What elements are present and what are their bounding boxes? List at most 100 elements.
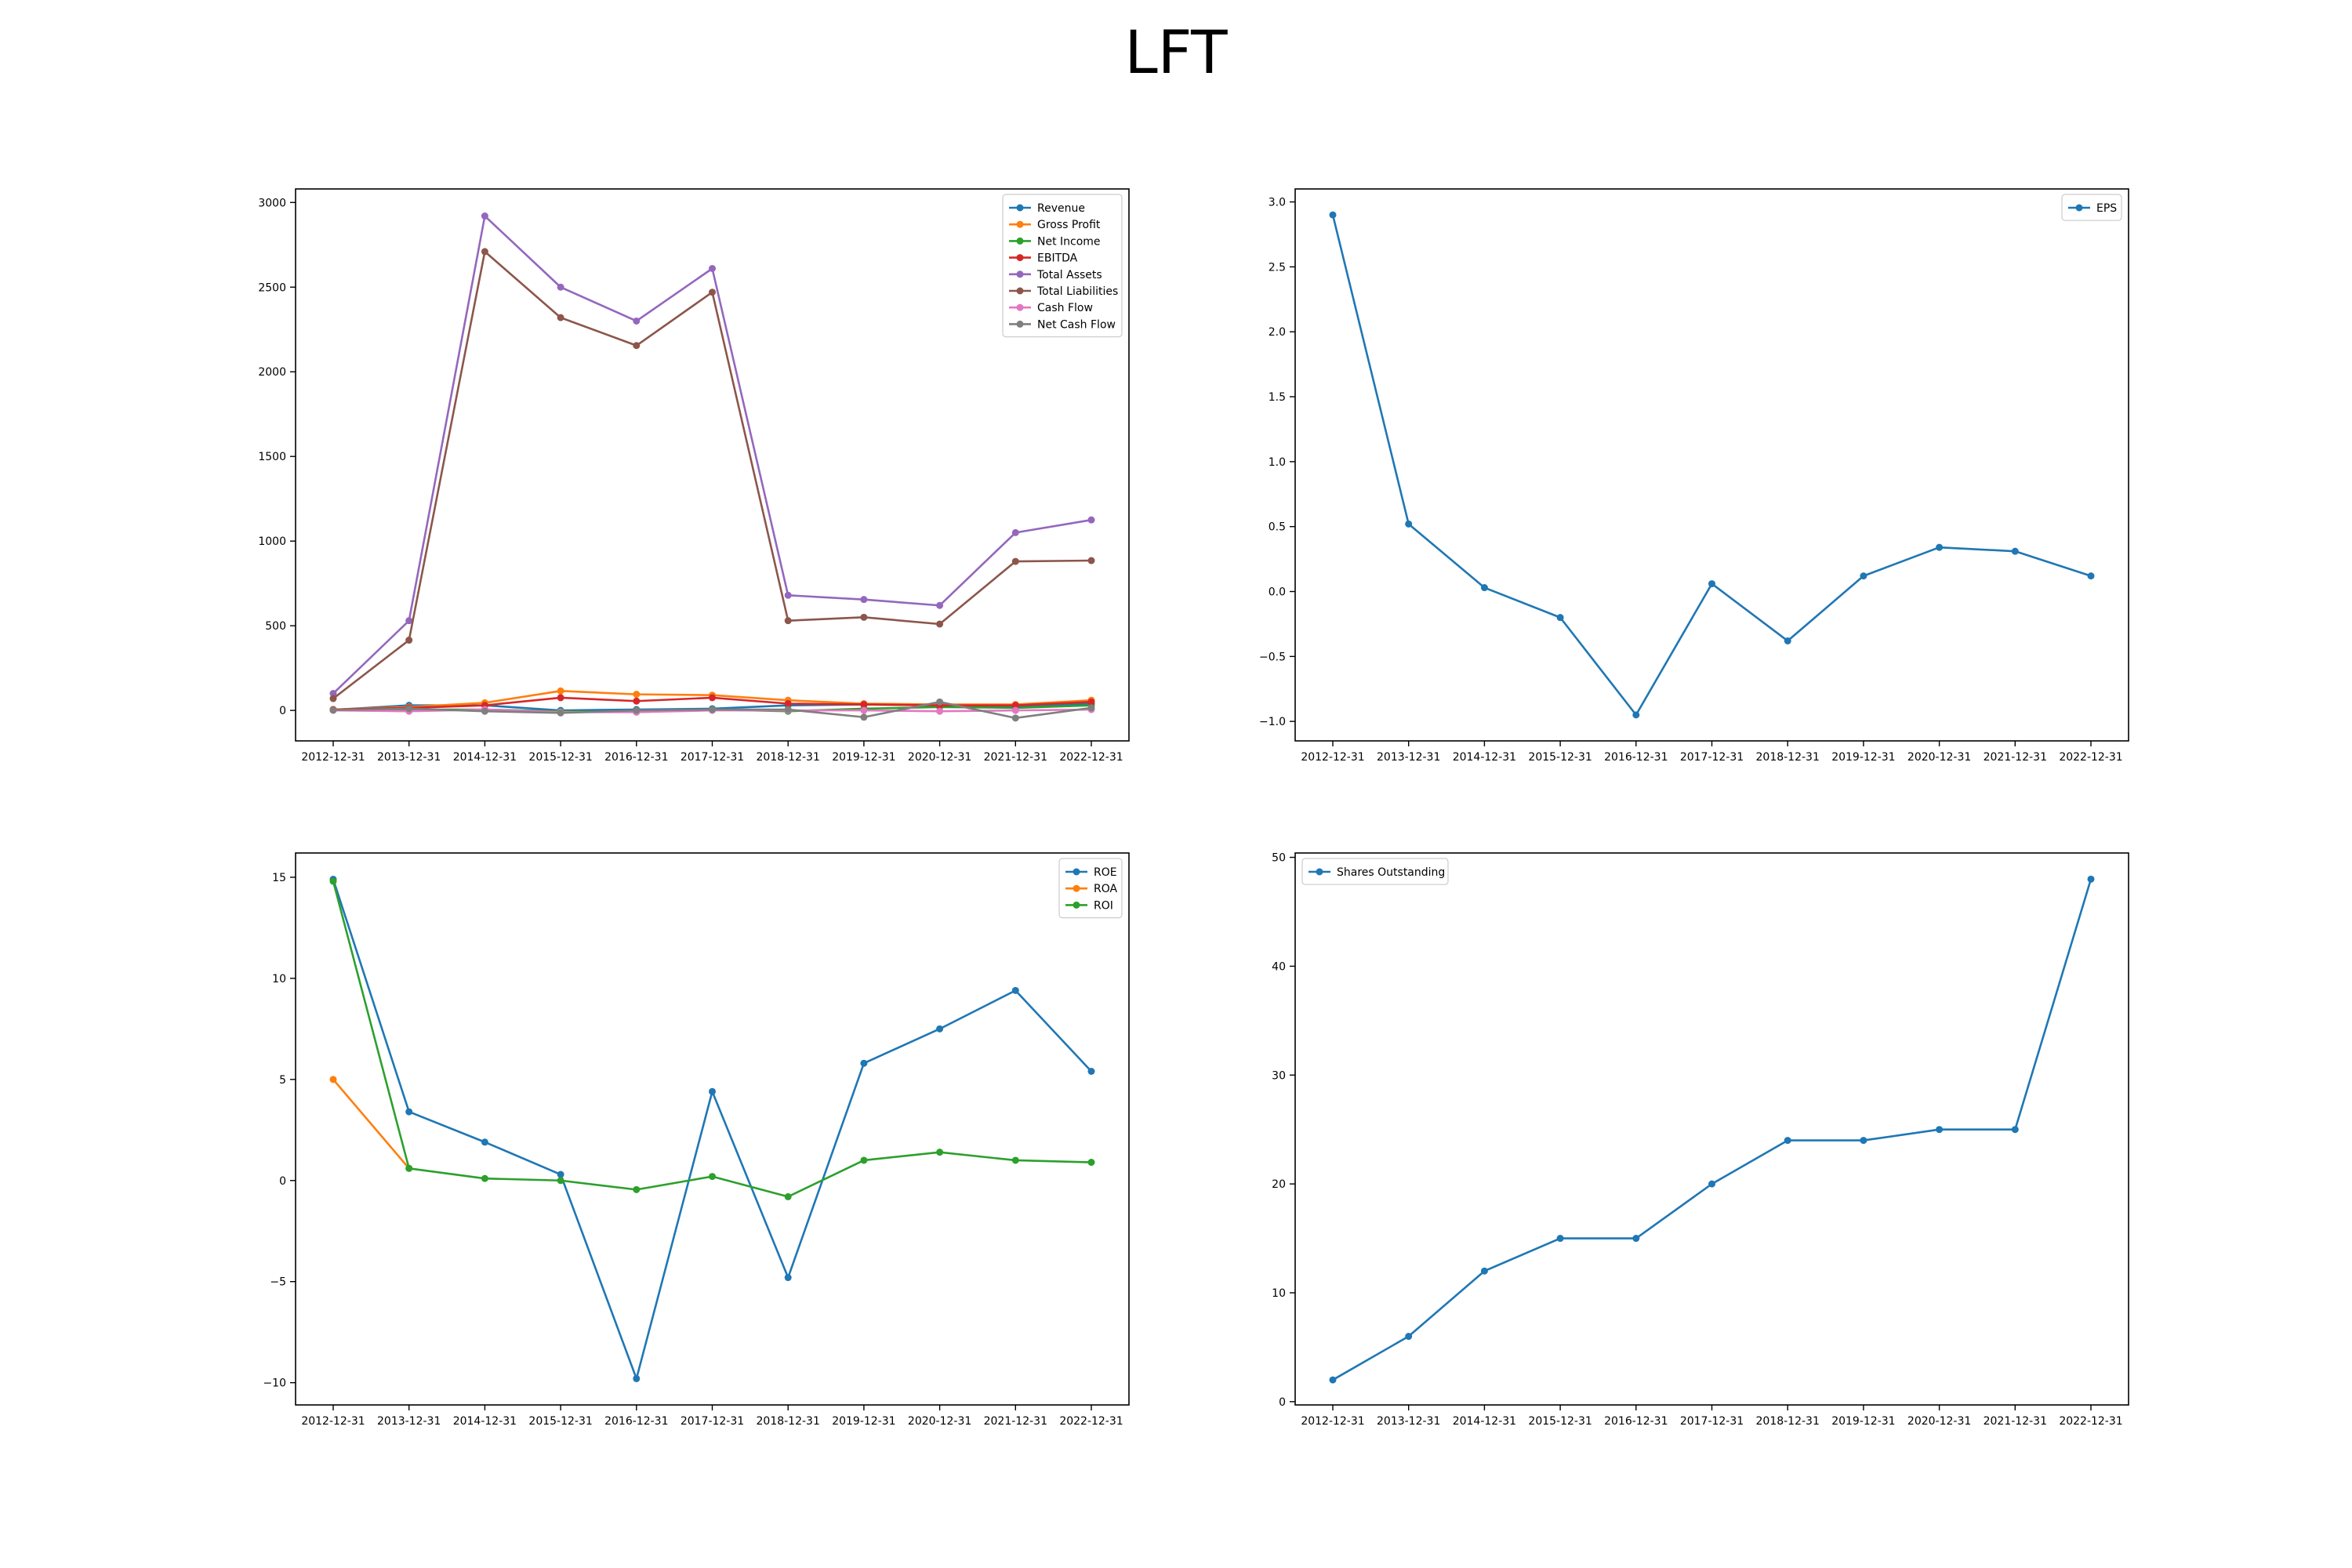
x-tick-label: 2014-12-31 [1453,751,1516,764]
y-tick-label: 500 [265,620,286,633]
chart-panel-3: −10 −5 0 5 10 15 2012-12-31 2013-12-31 2014-12-3… [263,852,1130,1428]
x-tick-label: 2020-12-31 [1907,751,1971,764]
data-point [1011,528,1019,536]
data-point [557,283,564,291]
x-tick-label: 2012-12-31 [1301,1415,1364,1428]
legend-swatch-marker [1073,901,1080,909]
x-tick-label: 2018-12-31 [1756,1415,1820,1428]
y-tick-label: 40 [1272,960,1286,973]
series-line [332,1078,410,1170]
legend: Revenue Gross Profit Net Income EBITDA Total… [1002,194,1123,338]
data-point [860,1059,868,1067]
data-point [1556,614,1564,622]
legend-label: Shares Outstanding [1337,866,1445,879]
x-tick-label: 2021-12-31 [984,751,1047,764]
x-tick-label: 2017-12-31 [681,1415,744,1428]
y-tick-label: −1.0 [1259,716,1286,728]
data-point [633,317,641,325]
series-shares-outstanding [1329,875,2095,1384]
data-point [1784,1137,1791,1145]
y-tick-label: 1.5 [1269,391,1286,404]
x-tick-label: 2017-12-31 [1680,751,1744,764]
data-point [936,1025,944,1033]
x-tick-label: 2020-12-31 [908,1415,971,1428]
x-tick-label: 2013-12-31 [377,1415,441,1428]
legend-swatch-marker [1316,868,1323,876]
y-tick-label: 20 [1272,1178,1286,1191]
data-point [860,706,868,714]
x-tick-label: 2012-12-31 [1301,751,1364,764]
x-tick-label: 2022-12-31 [1059,751,1123,764]
series-line [1332,878,2092,1381]
data-point [784,617,792,625]
x-tick-label: 2019-12-31 [832,751,895,764]
y-tick-label: 2.5 [1269,261,1286,274]
legend-swatch-marker [1016,270,1024,278]
x-tick-label: 2017-12-31 [1680,1415,1744,1428]
series-net-cash-flow [329,698,1095,722]
y-tick-label: −5 [270,1276,286,1289]
data-point [1087,516,1095,524]
data-point [1011,702,1019,710]
data-point [1708,1180,1715,1188]
x-tick-label: 2021-12-31 [1984,751,2047,764]
data-point [557,687,564,695]
data-point [1087,1159,1095,1167]
x-tick-label: 2012-12-31 [301,1415,365,1428]
data-point [329,690,337,698]
data-point [633,342,641,350]
data-point [1860,1137,1867,1145]
data-point [2087,572,2095,580]
data-point [1784,637,1791,644]
data-point [860,1156,868,1164]
data-point [709,264,716,272]
data-point [860,713,868,721]
data-point [709,1087,716,1095]
y-tick-label: 10 [1272,1287,1286,1300]
data-point [1480,1267,1488,1275]
x-tick-label: 2016-12-31 [604,1415,668,1428]
legend-swatch-marker [1073,884,1080,892]
x-tick-label: 2019-12-31 [1831,1415,1895,1428]
data-point [784,1192,792,1200]
data-point [936,620,944,628]
data-point [405,637,413,644]
x-tick-label: 2022-12-31 [2059,1415,2122,1428]
data-point [481,1174,488,1182]
data-point [481,212,488,220]
y-tick-label: 3.0 [1269,197,1286,209]
plot-area-frame [295,852,1130,1406]
series-line [332,215,1092,695]
data-point [633,1185,641,1193]
data-point [405,1108,413,1116]
data-point [1556,1235,1564,1243]
data-point [1011,986,1019,994]
data-point [936,1149,944,1156]
x-tick-label: 2013-12-31 [377,751,441,764]
data-point [936,698,944,706]
legend-swatch-marker [1016,320,1024,328]
data-point [1936,543,1944,551]
x-tick-label: 2014-12-31 [453,1415,517,1428]
chart-panel-4: 0 10 20 30 40 50 2012-12-31 2013-12-31 2014-12-3… [1272,852,2129,1428]
data-point [1011,706,1019,714]
y-tick-label: 0.5 [1269,521,1286,534]
data-point [557,314,564,321]
legend-label: Net Cash Flow [1037,318,1116,331]
x-tick-label: 2013-12-31 [1377,751,1440,764]
legend-label: Total Liabilities [1036,285,1118,298]
y-tick-label: 0 [279,705,286,717]
x-tick-label: 2013-12-31 [1377,1415,1440,1428]
legend-label: ROA [1094,883,1118,895]
data-point [1087,557,1095,564]
chart-panel-2: −1.0 −0.5 0.0 0.5 1.0 1.5 2.0 2.5 3.0 2012-12-31 2… [1259,188,2129,764]
series-line [332,880,1092,1198]
series-roi [329,877,1095,1200]
x-tick-label: 2014-12-31 [453,751,517,764]
x-tick-label: 2020-12-31 [1907,1415,1971,1428]
legend-swatch-marker [1016,220,1024,228]
page-title: LFT [1124,17,1228,87]
y-tick-label: 50 [1272,852,1286,865]
plot-area-frame [1294,188,2129,742]
legend: EPS [2061,194,2122,221]
